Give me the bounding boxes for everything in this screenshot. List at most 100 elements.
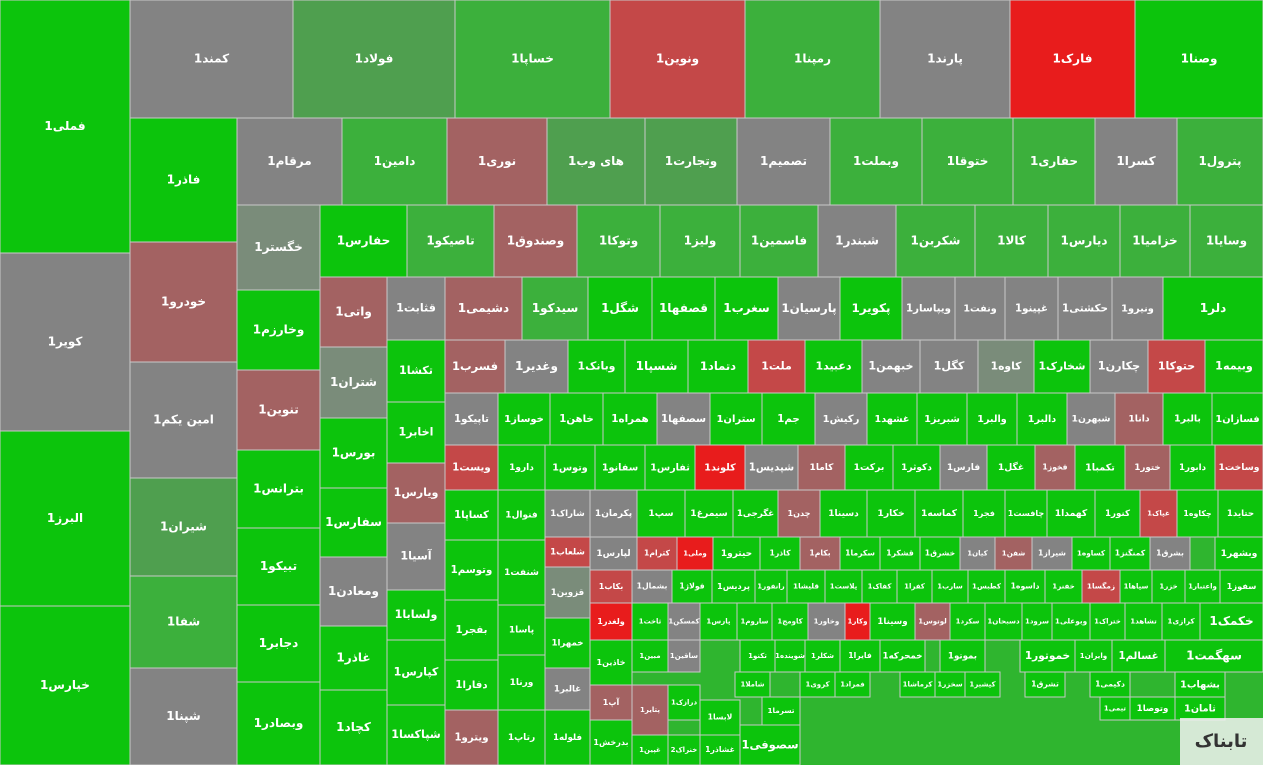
tile [129,667,238,765]
tile-label: قزوین1 [551,588,584,598]
tile-label: ساقین1 [670,652,698,660]
tile-label: وسینا1 [877,617,907,627]
tile [771,602,809,641]
tile-label: غسالم1 [1118,651,1158,662]
tile-label: سهگمت1 [1186,649,1242,663]
tile-label: دکوثر1 [901,463,932,473]
tile-label: چدن1 [788,509,811,518]
tile [0,252,131,432]
tile-label: سفوز1 [1227,581,1257,592]
tile-label: چکاوه1 [1183,509,1211,518]
tile-label: تیمی1 [1104,705,1127,713]
tile-label: خودرو1 [161,295,206,310]
tile [1214,536,1263,571]
tile [804,339,863,394]
tile-label: درازک1 [671,699,698,707]
tile [1204,339,1263,394]
tile-label: سارب1 [937,583,963,591]
tile-label: دسبحان1 [987,617,1020,626]
tile-label: ونوین1 [656,52,699,67]
tile-label: دجابر1 [259,636,299,650]
tile-label: خکار1 [877,508,904,519]
tile [497,392,551,446]
tile [636,536,678,571]
tile-label: کفرا1 [904,583,926,591]
tile [236,369,321,451]
tile-label: تاپیکو1 [454,414,489,425]
tile-label: ولغدر1 [597,617,625,627]
tile-label: پارس1 [706,617,731,626]
tile-label: کاما1 [810,463,835,473]
tile-label: تکنو1 [748,652,767,660]
tile-label: وبملت1 [853,154,899,169]
tile [236,449,321,529]
tile-label: ولسابا1 [395,608,438,621]
tile [497,444,546,491]
tile-label: ختوقا1 [947,154,989,169]
tile-label: فولاژ1 [679,582,704,591]
tile-label: دالبر1 [1028,414,1056,425]
tile-label: بالبر1 [1174,414,1201,425]
tile [386,276,446,341]
tile-label: خشرق1 [925,549,955,558]
tile [939,639,986,673]
tile-label: وغدیر1 [515,359,558,374]
tile-label: فسازان1 [1215,414,1259,425]
tile-label: شیراز1 [1038,549,1066,558]
tile [1034,444,1076,491]
tile-label: کاوه1 [991,360,1023,373]
tile-label: البرز1 [47,511,83,525]
tile [777,276,841,341]
tile-label: ویارس1 [394,486,439,499]
tile [0,605,131,765]
tile [861,339,921,394]
tile-label: فسرب1 [452,359,498,373]
tile [129,117,238,243]
tile-label: وتوکا1 [599,234,638,249]
tile-label: سیدکو1 [532,301,579,316]
tile [869,602,916,641]
tile [834,671,871,698]
tile-label: غپین1 [639,746,661,754]
tile [861,569,898,604]
tile-label: خنراک2 [671,746,698,754]
tile-label: مبین1 [639,652,660,660]
tile-label: تکمبا1 [1085,463,1115,474]
tile [236,527,321,606]
tile-label: ساروم1 [741,618,769,626]
tile-label: سفانو1 [602,463,638,474]
tile [866,489,916,538]
tile [754,569,788,604]
tile [589,569,633,604]
tile [1217,489,1263,538]
tile [544,489,591,538]
tile-label: شبریز1 [924,414,960,425]
tile-label: دامین1 [374,154,416,168]
tile [1211,392,1263,446]
tile-label: کسرا1 [1116,154,1155,168]
tile-label: زمگسا1 [1087,582,1115,591]
tile [1012,117,1096,206]
tile [1099,696,1131,721]
tile [899,671,936,698]
tile-label: داسوه1 [1011,582,1040,591]
tile [319,487,388,558]
tile-label: شپاکسا1 [391,728,440,741]
tile [0,0,131,254]
tile-label: کترام1 [644,549,671,558]
tile-label: سرود1 [1025,618,1049,626]
tile-label: کپارس1 [394,666,439,679]
tile-label: ثفارس1 [650,463,690,474]
tile-label: خفنر1 [1052,582,1075,591]
tile [829,117,923,206]
tile-label: وایران1 [1080,651,1107,660]
tile [659,204,741,278]
tile-label: چکارن1 [1098,360,1140,373]
tile [1164,639,1263,673]
tile [671,569,713,604]
tile-label: تبیکو1 [260,559,297,574]
tile-label: سفارس1 [325,515,382,529]
tile-label: خمهرا1 [551,639,583,649]
tile-label: غگرجی1 [737,508,774,519]
